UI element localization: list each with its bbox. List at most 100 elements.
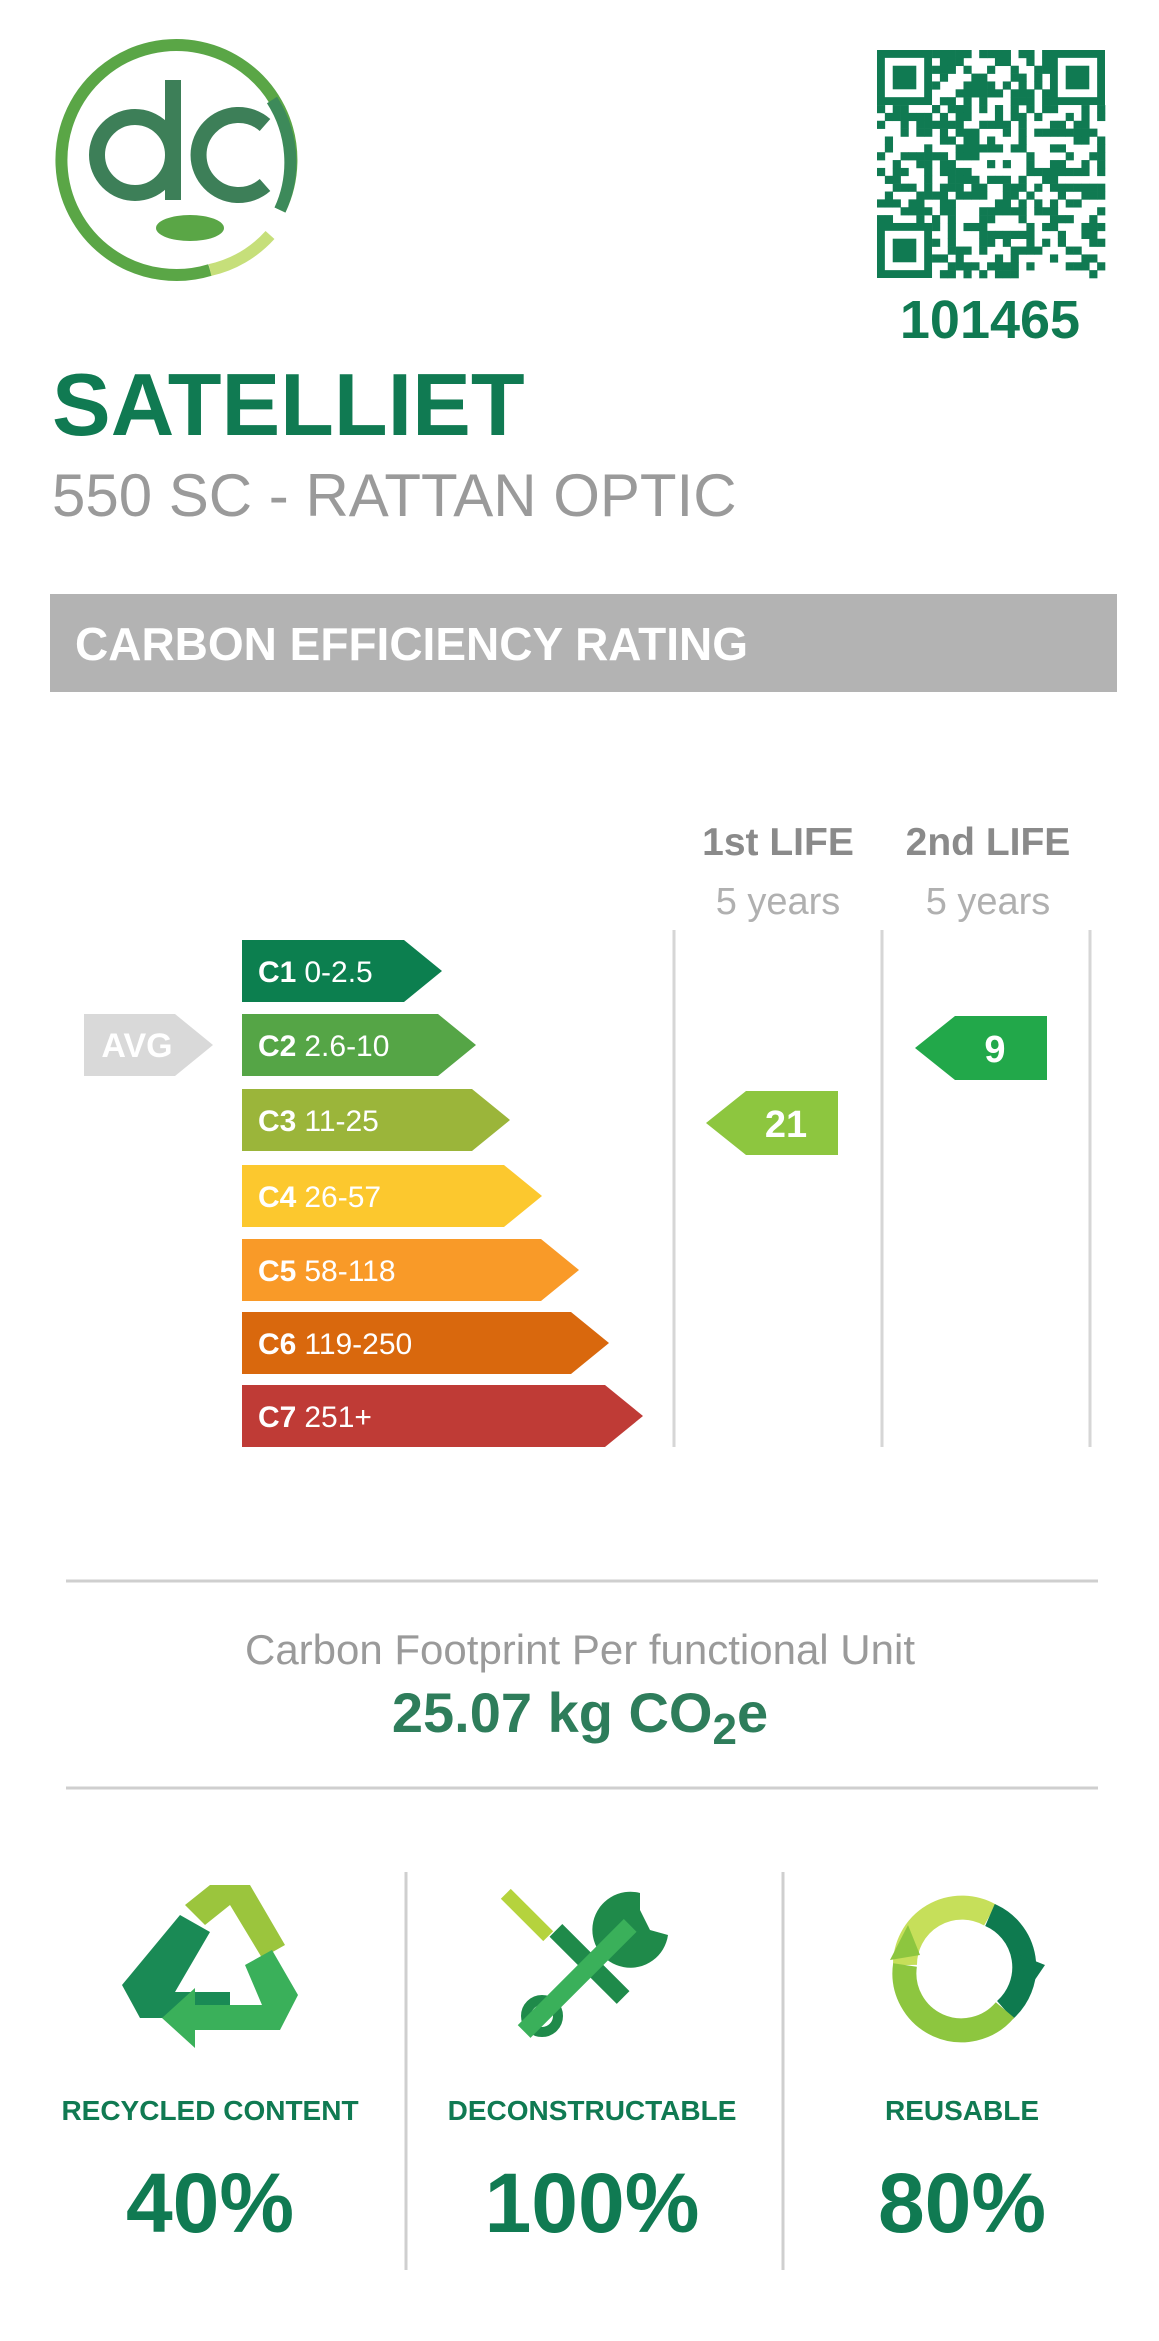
qr-cell: [1065, 183, 1074, 192]
qr-cell: [979, 50, 988, 59]
qr-cell: [1018, 120, 1027, 129]
qr-cell: [932, 191, 941, 200]
qr-cell: [1018, 136, 1027, 145]
qr-cell: [987, 89, 996, 98]
qr-cell: [892, 183, 901, 192]
qr-cell: [1081, 183, 1090, 192]
qr-cell: [1034, 167, 1043, 177]
qr-cell: [1018, 89, 1027, 98]
qr-cell: [1034, 73, 1043, 82]
qr-cell: [979, 207, 988, 216]
qr-cell: [987, 120, 996, 129]
qr-cell: [994, 89, 1004, 98]
qr-cell: [1002, 81, 1011, 90]
class-code: C1: [258, 956, 296, 989]
qr-cell: [939, 50, 949, 59]
qr-cell: [1057, 120, 1066, 129]
qr-cell: [1089, 191, 1098, 200]
qr-cell: [1018, 183, 1027, 192]
qr-cell: [924, 160, 933, 169]
footprint-label: Carbon Footprint Per functional Unit: [245, 1626, 915, 1673]
feature-value: 80%: [878, 2156, 1046, 2250]
qr-cell: [1073, 183, 1082, 192]
qr-cell: [939, 128, 949, 137]
qr-cell: [1018, 112, 1027, 122]
qr-cell: [1049, 160, 1059, 169]
qr-cell: [939, 65, 949, 74]
qr-cell: [924, 144, 933, 153]
class-code: C7: [258, 1401, 296, 1434]
qr-cell: [924, 167, 933, 177]
qr-cell: [1010, 97, 1019, 106]
qr-cell: [987, 262, 996, 271]
qr-cell: [1010, 207, 1019, 216]
qr-cell: [1034, 183, 1043, 192]
qr-cell: [963, 246, 972, 255]
qr-cell: [932, 222, 941, 232]
qr-cell: [1065, 167, 1074, 177]
qr-cell: [994, 105, 1004, 114]
qr-cell: [987, 215, 996, 224]
qr-cell: [979, 81, 988, 90]
qr-cell: [1010, 254, 1019, 263]
qr-cell: [963, 65, 972, 74]
feature-label: DECONSTRUCTABLE: [448, 2095, 737, 2126]
qr-cell: [1081, 112, 1090, 122]
qr-cell: [994, 199, 1004, 208]
qr-cell: [1018, 230, 1027, 239]
qr-cell: [947, 238, 956, 247]
class-arrow: [242, 1312, 609, 1374]
qr-cell: [900, 112, 909, 122]
qr-cell: [971, 144, 980, 153]
qr-cell: [947, 160, 956, 169]
grade-label: 21: [765, 1104, 807, 1146]
qr-cell: [963, 50, 972, 59]
qr-cell: [963, 97, 972, 106]
qr-cell: [1065, 199, 1074, 208]
qr-cell: [1018, 144, 1027, 153]
qr-cell: [994, 50, 1004, 59]
qr-cell: [963, 81, 972, 90]
qr-cell: [979, 73, 988, 82]
class-arrow: [242, 1239, 579, 1301]
qr-cell: [1026, 160, 1035, 169]
qr-cell: [900, 167, 909, 177]
column-subtitle: 5 years: [716, 881, 841, 923]
qr-cell: [939, 270, 949, 279]
qr-cell: [1042, 105, 1051, 114]
qr-cell: [971, 89, 980, 98]
qr-cell: [1026, 246, 1035, 255]
qr-cell: [1034, 128, 1043, 137]
qr-cell: [892, 105, 901, 114]
qr-cell: [1073, 262, 1082, 271]
qr-cell: [955, 144, 964, 153]
recycle-icon: [122, 1885, 298, 2048]
qr-cell: [1026, 262, 1035, 271]
qr-cell: [939, 73, 949, 82]
qr-cell: [939, 207, 949, 216]
qr-cell: [1065, 112, 1074, 122]
qr-cell: [1002, 57, 1011, 67]
qr-cell: [932, 81, 941, 90]
qr-cell: [947, 215, 956, 224]
qr-cell: [1097, 160, 1106, 169]
qr-cell: [1026, 152, 1035, 161]
qr-cell: [884, 136, 894, 145]
qr-cell: [1065, 215, 1074, 224]
qr-cell: [932, 152, 941, 161]
qr-cell: [971, 136, 980, 145]
qr-cell: [955, 105, 964, 114]
qr-cell: [971, 222, 980, 232]
qr-cell: [1081, 191, 1090, 200]
qr-cell: [947, 65, 956, 74]
qr-cell: [947, 175, 956, 184]
qr-cell: [924, 152, 933, 161]
qr-cell: [971, 175, 980, 184]
qr-cell: [979, 120, 988, 129]
qr-cell: [1010, 262, 1019, 271]
qr-cell: [987, 175, 996, 184]
qr-cell: [1010, 191, 1019, 200]
qr-cell: [1049, 175, 1059, 184]
qr-cell: [939, 167, 949, 177]
qr-cell: [908, 183, 917, 192]
